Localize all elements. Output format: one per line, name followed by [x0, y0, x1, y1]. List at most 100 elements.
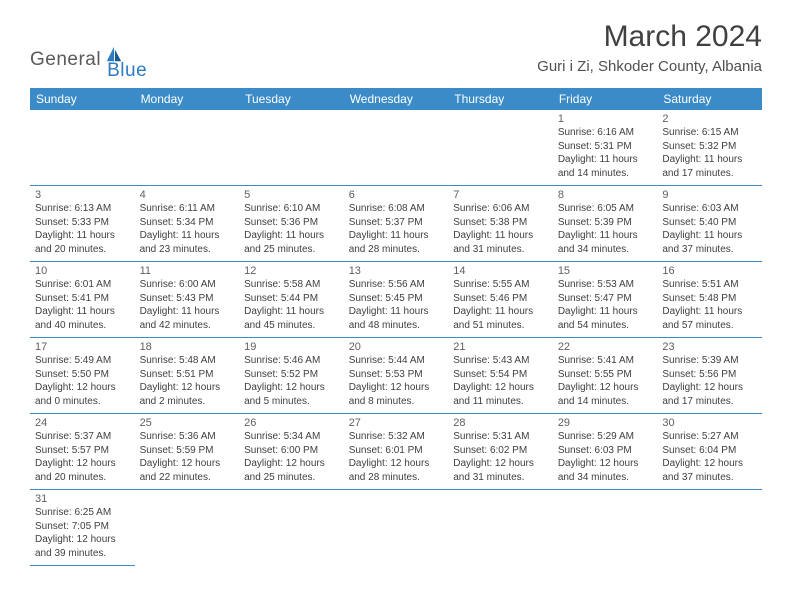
empty-cell — [239, 490, 344, 566]
location-text: Guri i Zi, Shkoder County, Albania — [537, 58, 762, 75]
day-cell: 20Sunrise: 5:44 AMSunset: 5:53 PMDayligh… — [344, 338, 449, 414]
day-cell: 19Sunrise: 5:46 AMSunset: 5:52 PMDayligh… — [239, 338, 344, 414]
day-number: 6 — [349, 189, 444, 201]
weekday-header: Tuesday — [239, 88, 344, 110]
day-detail: Sunrise: 6:08 AMSunset: 5:37 PMDaylight:… — [349, 202, 444, 256]
day-number: 2 — [662, 113, 757, 125]
day-detail: Sunrise: 5:53 AMSunset: 5:47 PMDaylight:… — [558, 278, 653, 332]
day-cell: 9Sunrise: 6:03 AMSunset: 5:40 PMDaylight… — [657, 186, 762, 262]
day-detail: Sunrise: 5:31 AMSunset: 6:02 PMDaylight:… — [453, 430, 548, 484]
day-detail: Sunrise: 6:11 AMSunset: 5:34 PMDaylight:… — [140, 202, 235, 256]
day-cell: 31Sunrise: 6:25 AMSunset: 7:05 PMDayligh… — [30, 490, 135, 566]
day-number: 30 — [662, 417, 757, 429]
day-detail: Sunrise: 5:36 AMSunset: 5:59 PMDaylight:… — [140, 430, 235, 484]
day-number: 20 — [349, 341, 444, 353]
day-number: 12 — [244, 265, 339, 277]
day-cell: 13Sunrise: 5:56 AMSunset: 5:45 PMDayligh… — [344, 262, 449, 338]
day-number: 14 — [453, 265, 548, 277]
day-detail: Sunrise: 6:15 AMSunset: 5:32 PMDaylight:… — [662, 126, 757, 180]
day-number: 4 — [140, 189, 235, 201]
day-number: 28 — [453, 417, 548, 429]
day-cell: 16Sunrise: 5:51 AMSunset: 5:48 PMDayligh… — [657, 262, 762, 338]
day-number: 24 — [35, 417, 130, 429]
day-cell: 12Sunrise: 5:58 AMSunset: 5:44 PMDayligh… — [239, 262, 344, 338]
calendar-body: 1Sunrise: 6:16 AMSunset: 5:31 PMDaylight… — [30, 110, 762, 566]
day-detail: Sunrise: 5:46 AMSunset: 5:52 PMDaylight:… — [244, 354, 339, 408]
empty-cell — [657, 490, 762, 566]
day-cell: 23Sunrise: 5:39 AMSunset: 5:56 PMDayligh… — [657, 338, 762, 414]
calendar-row: 1Sunrise: 6:16 AMSunset: 5:31 PMDaylight… — [30, 110, 762, 186]
day-cell: 27Sunrise: 5:32 AMSunset: 6:01 PMDayligh… — [344, 414, 449, 490]
calendar-row: 24Sunrise: 5:37 AMSunset: 5:57 PMDayligh… — [30, 414, 762, 490]
empty-cell — [344, 110, 449, 186]
day-detail: Sunrise: 6:00 AMSunset: 5:43 PMDaylight:… — [140, 278, 235, 332]
day-detail: Sunrise: 5:56 AMSunset: 5:45 PMDaylight:… — [349, 278, 444, 332]
calendar-row: 17Sunrise: 5:49 AMSunset: 5:50 PMDayligh… — [30, 338, 762, 414]
day-cell: 24Sunrise: 5:37 AMSunset: 5:57 PMDayligh… — [30, 414, 135, 490]
day-number: 8 — [558, 189, 653, 201]
day-number: 21 — [453, 341, 548, 353]
day-number: 1 — [558, 113, 653, 125]
day-detail: Sunrise: 6:01 AMSunset: 5:41 PMDaylight:… — [35, 278, 130, 332]
calendar-row: 31Sunrise: 6:25 AMSunset: 7:05 PMDayligh… — [30, 490, 762, 566]
day-number: 19 — [244, 341, 339, 353]
month-title: March 2024 — [537, 20, 762, 54]
day-number: 18 — [140, 341, 235, 353]
day-cell: 14Sunrise: 5:55 AMSunset: 5:46 PMDayligh… — [448, 262, 553, 338]
day-number: 15 — [558, 265, 653, 277]
day-cell: 25Sunrise: 5:36 AMSunset: 5:59 PMDayligh… — [135, 414, 240, 490]
empty-cell — [30, 110, 135, 186]
empty-cell — [135, 490, 240, 566]
empty-cell — [344, 490, 449, 566]
day-number: 17 — [35, 341, 130, 353]
empty-cell — [448, 110, 553, 186]
day-number: 13 — [349, 265, 444, 277]
brand-part1: General — [30, 49, 101, 71]
day-number: 22 — [558, 341, 653, 353]
day-cell: 5Sunrise: 6:10 AMSunset: 5:36 PMDaylight… — [239, 186, 344, 262]
day-detail: Sunrise: 5:41 AMSunset: 5:55 PMDaylight:… — [558, 354, 653, 408]
day-detail: Sunrise: 5:48 AMSunset: 5:51 PMDaylight:… — [140, 354, 235, 408]
title-block: March 2024 Guri i Zi, Shkoder County, Al… — [537, 20, 762, 75]
day-detail: Sunrise: 6:05 AMSunset: 5:39 PMDaylight:… — [558, 202, 653, 256]
empty-cell — [239, 110, 344, 186]
day-detail: Sunrise: 5:58 AMSunset: 5:44 PMDaylight:… — [244, 278, 339, 332]
day-cell: 4Sunrise: 6:11 AMSunset: 5:34 PMDaylight… — [135, 186, 240, 262]
day-cell: 26Sunrise: 5:34 AMSunset: 6:00 PMDayligh… — [239, 414, 344, 490]
day-detail: Sunrise: 5:44 AMSunset: 5:53 PMDaylight:… — [349, 354, 444, 408]
calendar-row: 3Sunrise: 6:13 AMSunset: 5:33 PMDaylight… — [30, 186, 762, 262]
day-detail: Sunrise: 6:16 AMSunset: 5:31 PMDaylight:… — [558, 126, 653, 180]
weekday-header-row: Sunday Monday Tuesday Wednesday Thursday… — [30, 88, 762, 110]
day-detail: Sunrise: 6:03 AMSunset: 5:40 PMDaylight:… — [662, 202, 757, 256]
brand-part2: Blue — [107, 60, 147, 82]
day-number: 9 — [662, 189, 757, 201]
day-number: 27 — [349, 417, 444, 429]
day-number: 31 — [35, 493, 130, 505]
weekday-header: Wednesday — [344, 88, 449, 110]
day-detail: Sunrise: 6:13 AMSunset: 5:33 PMDaylight:… — [35, 202, 130, 256]
header: General Blue March 2024 Guri i Zi, Shkod… — [30, 20, 762, 82]
day-number: 25 — [140, 417, 235, 429]
day-cell: 2Sunrise: 6:15 AMSunset: 5:32 PMDaylight… — [657, 110, 762, 186]
day-detail: Sunrise: 5:49 AMSunset: 5:50 PMDaylight:… — [35, 354, 130, 408]
day-cell: 28Sunrise: 5:31 AMSunset: 6:02 PMDayligh… — [448, 414, 553, 490]
day-detail: Sunrise: 5:39 AMSunset: 5:56 PMDaylight:… — [662, 354, 757, 408]
weekday-header: Thursday — [448, 88, 553, 110]
day-detail: Sunrise: 6:06 AMSunset: 5:38 PMDaylight:… — [453, 202, 548, 256]
day-detail: Sunrise: 5:51 AMSunset: 5:48 PMDaylight:… — [662, 278, 757, 332]
weekday-header: Monday — [135, 88, 240, 110]
day-cell: 11Sunrise: 6:00 AMSunset: 5:43 PMDayligh… — [135, 262, 240, 338]
day-number: 7 — [453, 189, 548, 201]
day-cell: 22Sunrise: 5:41 AMSunset: 5:55 PMDayligh… — [553, 338, 658, 414]
day-number: 11 — [140, 265, 235, 277]
day-detail: Sunrise: 5:37 AMSunset: 5:57 PMDaylight:… — [35, 430, 130, 484]
day-detail: Sunrise: 6:25 AMSunset: 7:05 PMDaylight:… — [35, 506, 130, 560]
day-number: 26 — [244, 417, 339, 429]
day-cell: 3Sunrise: 6:13 AMSunset: 5:33 PMDaylight… — [30, 186, 135, 262]
day-cell: 10Sunrise: 6:01 AMSunset: 5:41 PMDayligh… — [30, 262, 135, 338]
day-cell: 7Sunrise: 6:06 AMSunset: 5:38 PMDaylight… — [448, 186, 553, 262]
day-cell: 17Sunrise: 5:49 AMSunset: 5:50 PMDayligh… — [30, 338, 135, 414]
day-cell: 30Sunrise: 5:27 AMSunset: 6:04 PMDayligh… — [657, 414, 762, 490]
day-number: 16 — [662, 265, 757, 277]
day-detail: Sunrise: 5:43 AMSunset: 5:54 PMDaylight:… — [453, 354, 548, 408]
